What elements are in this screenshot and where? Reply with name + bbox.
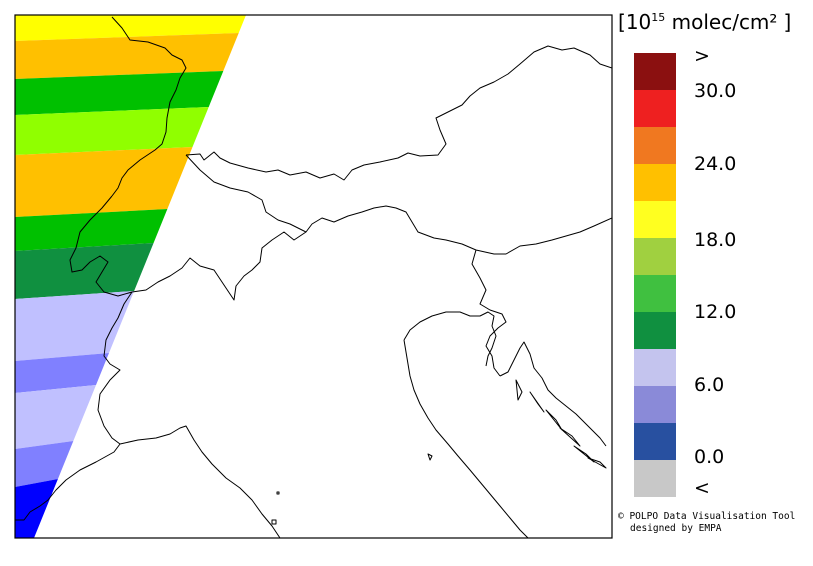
swath-band: [15, 71, 224, 115]
adriatic-italian-coastline: [403, 311, 497, 367]
alpine-north-border-line: [185, 45, 612, 181]
legend-tick-label: <: [694, 477, 710, 499]
swath-band: [15, 385, 97, 449]
legend-tick-label: 0.0: [694, 446, 724, 468]
croatian-coastline: [499, 341, 607, 447]
legend-colorbar: [634, 53, 676, 497]
geographic-borders: [15, 16, 612, 538]
legend-swatch: [634, 423, 676, 460]
legend-tick-label: 30.0: [694, 80, 736, 102]
legend-tick-label: 6.0: [694, 374, 724, 396]
color-legend: [1015 molec/cm²] >30.0 24.0 18.0 12.0 6.0 0.0…: [618, 10, 791, 499]
legend-tick-label: 18.0: [694, 229, 736, 251]
legend-swatch: [634, 275, 676, 312]
legend-swatch: [634, 386, 676, 423]
credits: © POLPO Data Visualisation Tool designed…: [618, 511, 795, 534]
swath-band: [15, 353, 109, 393]
credit-line-2: designed by EMPA: [630, 523, 722, 534]
ligurian-coastline: [119, 425, 281, 538]
capraia-island: [276, 491, 280, 495]
swath-band: [15, 147, 193, 217]
legend-unit-open-bracket: [: [618, 10, 626, 34]
legend-swatch: [634, 90, 676, 127]
swath-band: [15, 243, 154, 299]
legend-swatch: [634, 238, 676, 275]
legend-swatch: [634, 53, 676, 90]
legend-unit-exponent: 15: [651, 11, 665, 24]
slovenia-border-line: [471, 249, 507, 377]
satellite-swath: [15, 15, 246, 546]
alpine-south-border-line: [69, 195, 612, 301]
swath-band: [15, 33, 239, 79]
giglio-island: [427, 453, 433, 461]
legend-swatch: [634, 164, 676, 201]
croatian-islands: [515, 379, 607, 469]
elba-island: [271, 519, 277, 525]
legend-swatch: [634, 349, 676, 386]
legend-tick-label: >: [694, 45, 710, 67]
italy-east-coastline: [403, 339, 529, 538]
swath-band: [15, 479, 58, 538]
swath-band: [15, 291, 135, 361]
swath-band: [15, 441, 74, 487]
swath-band: [15, 15, 246, 41]
swath-band: [15, 538, 34, 546]
legend-unit-title: [1015 molec/cm²]: [618, 10, 791, 34]
swiss-border-line: [185, 154, 307, 233]
legend-swatch: [634, 201, 676, 238]
legend-swatch: [634, 460, 676, 497]
legend-tick-label: 24.0: [694, 153, 736, 175]
swath-band: [15, 538, 34, 546]
legend-tick-labels: >30.0 24.0 18.0 12.0 6.0 0.0 <: [694, 45, 736, 499]
swath-band: [15, 209, 168, 251]
credit-line-1: © POLPO Data Visualisation Tool: [618, 511, 795, 522]
legend-unit-base: 10: [626, 10, 651, 34]
legend-unit-close-bracket: ]: [783, 10, 791, 34]
legend-swatch: [634, 312, 676, 349]
rhine-border-line: [111, 16, 187, 197]
legend-swatch: [634, 127, 676, 164]
map-frame: [14, 14, 613, 539]
swath-band: [15, 107, 209, 155]
legend-tick-label: 12.0: [694, 301, 736, 323]
legend-unit-rest: molec/cm²: [665, 10, 777, 34]
italy-west-coastline: [15, 291, 133, 521]
